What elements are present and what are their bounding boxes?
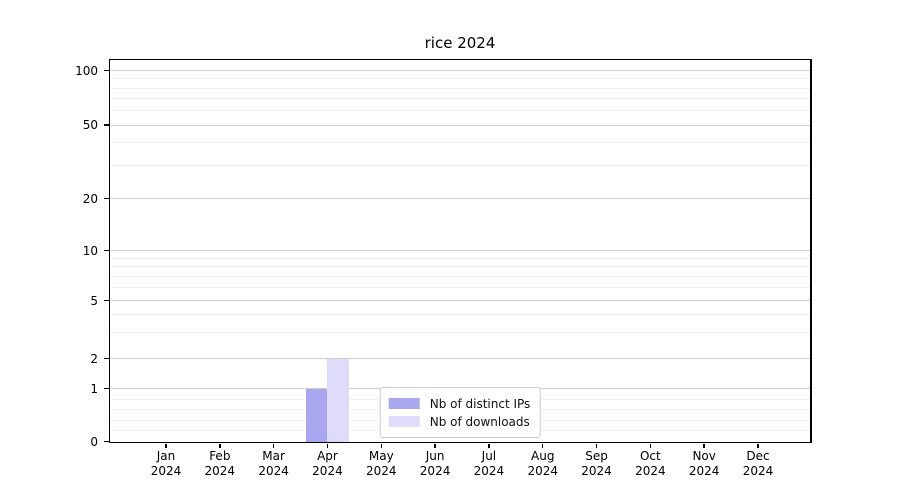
major-gridline xyxy=(110,250,810,251)
x-tick-label: Nov 2024 xyxy=(669,449,739,479)
y-tick-label: 20 xyxy=(82,191,98,206)
x-tick-mark xyxy=(272,443,275,448)
x-tick-year: 2024 xyxy=(473,464,505,478)
x-tick-month: Dec xyxy=(746,449,770,463)
minor-gridline xyxy=(110,286,810,288)
minor-gridline xyxy=(110,78,810,80)
y-tick-mark xyxy=(103,124,109,126)
x-tick-month: Feb xyxy=(209,449,231,463)
x-tick-mark xyxy=(703,443,705,448)
minor-gridline xyxy=(110,110,810,112)
x-tick-mark xyxy=(434,443,436,448)
legend-entry: Nb of distinct IPs xyxy=(388,395,531,412)
x-tick-mark xyxy=(219,443,221,448)
x-tick-label: Jul 2024 xyxy=(454,449,524,479)
y-tick-mark xyxy=(103,70,109,72)
legend: Nb of distinct IPs Nb of downloads xyxy=(379,387,541,438)
x-tick-month: Mar xyxy=(262,449,285,463)
x-tick-label: Dec 2024 xyxy=(723,449,793,479)
plot-area: 0 1 2 5 10 20 50 100 Jan 2024 Feb 2024 Mar 2024 Apr 20… xyxy=(75,58,812,478)
spine-left xyxy=(108,58,110,443)
major-gridline xyxy=(110,198,810,199)
x-tick-label: Apr 2024 xyxy=(292,449,362,479)
x-tick-label: Sep 2024 xyxy=(562,449,632,479)
minor-gridline xyxy=(110,87,810,89)
bar-nb-of-downloads xyxy=(327,358,349,442)
y-tick-label: 1 xyxy=(90,381,98,396)
x-tick-year: 2024 xyxy=(742,464,774,478)
y-tick-label: 2 xyxy=(90,351,98,366)
y-tick-mark xyxy=(103,387,109,390)
x-tick-month: Oct xyxy=(639,449,661,463)
x-tick-mark xyxy=(165,443,167,448)
x-tick-month: Apr xyxy=(317,449,338,463)
spine-right xyxy=(810,58,812,443)
legend-label: Nb of distinct IPs xyxy=(429,396,531,411)
legend-swatch xyxy=(388,398,420,409)
x-tick-label: Oct 2024 xyxy=(615,449,685,479)
major-gridline xyxy=(110,124,810,126)
x-tick-mark xyxy=(649,443,652,448)
major-gridline xyxy=(110,358,810,359)
x-tick-label: Jun 2024 xyxy=(400,449,470,479)
x-tick-year: 2024 xyxy=(312,464,343,478)
x-tick-mark xyxy=(757,443,759,448)
y-tick-mark xyxy=(103,197,109,200)
y-tick-mark xyxy=(103,249,109,252)
x-tick-label: Aug 2024 xyxy=(508,449,578,479)
y-tick-label: 50 xyxy=(82,118,98,132)
y-tick-label: 5 xyxy=(90,293,98,308)
major-gridline xyxy=(110,300,810,301)
major-gridline xyxy=(110,70,810,72)
minor-gridline xyxy=(110,142,810,144)
y-tick-label: 10 xyxy=(82,243,98,258)
x-tick-month: Jan xyxy=(156,449,176,463)
minor-gridline xyxy=(110,98,810,100)
minor-gridline xyxy=(110,275,810,277)
x-tick-mark xyxy=(326,443,329,448)
x-tick-mark xyxy=(488,443,490,448)
minor-gridline xyxy=(110,257,810,259)
minor-gridline xyxy=(110,314,810,316)
x-tick-month: Aug xyxy=(531,449,555,463)
spine-top xyxy=(108,58,812,60)
chart-title: rice 2024 xyxy=(424,34,496,52)
x-tick-year: 2024 xyxy=(365,464,397,478)
legend-entry: Nb of downloads xyxy=(388,413,531,430)
y-tick-label: 0 xyxy=(90,434,98,449)
x-tick-year: 2024 xyxy=(581,464,612,478)
x-tick-month: Jun xyxy=(425,449,445,463)
minor-gridline xyxy=(110,266,810,268)
x-tick-month: May xyxy=(368,449,394,463)
x-tick-month: Nov xyxy=(692,449,716,463)
y-tick-label: 100 xyxy=(75,63,98,78)
legend-swatch xyxy=(388,416,420,427)
bar-nb-of-distinct-ips xyxy=(305,388,328,442)
x-tick-year: 2024 xyxy=(419,464,451,478)
x-tick-year: 2024 xyxy=(635,464,666,478)
y-tick-mark xyxy=(103,440,109,443)
x-tick-label: Mar 2024 xyxy=(239,449,309,479)
minor-gridline xyxy=(110,165,810,167)
x-tick-month: Sep xyxy=(585,449,608,463)
y-tick-mark xyxy=(103,299,109,302)
x-tick-mark xyxy=(595,443,598,448)
minor-gridline xyxy=(110,332,810,334)
x-tick-year: 2024 xyxy=(150,464,182,478)
x-tick-month: Jul xyxy=(481,449,497,463)
x-tick-label: May 2024 xyxy=(346,449,416,479)
x-tick-mark xyxy=(380,443,382,448)
x-tick-mark xyxy=(542,443,544,448)
x-tick-label: Feb 2024 xyxy=(185,449,255,479)
x-tick-year: 2024 xyxy=(527,464,558,478)
y-tick-mark xyxy=(103,357,109,360)
x-tick-year: 2024 xyxy=(258,464,289,478)
spine-bottom xyxy=(108,441,812,443)
x-tick-label: Jan 2024 xyxy=(131,449,201,479)
legend-label: Nb of downloads xyxy=(429,414,530,429)
x-tick-year: 2024 xyxy=(688,464,720,478)
x-tick-year: 2024 xyxy=(204,464,236,478)
